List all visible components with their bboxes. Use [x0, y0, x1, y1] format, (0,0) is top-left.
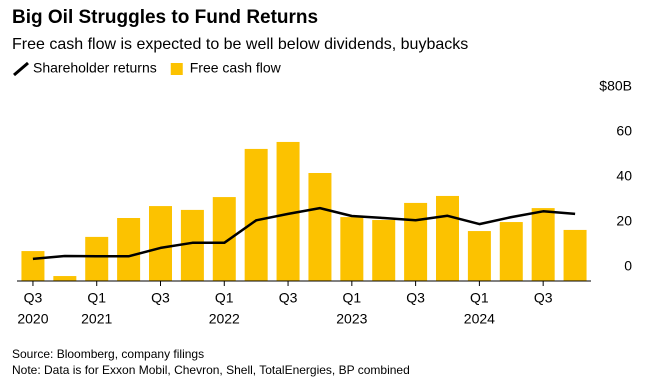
x-year-label: 2024 — [464, 311, 495, 327]
bar — [499, 222, 523, 281]
x-tick-label: Q3 — [279, 290, 298, 306]
x-tick-label: Q1 — [215, 290, 234, 306]
x-year-label: 2021 — [81, 311, 112, 327]
bar — [531, 208, 555, 281]
chart-title: Big Oil Struggles to Fund Returns — [12, 7, 318, 28]
chart-subtitle: Free cash flow is expected to be well be… — [12, 36, 468, 53]
bar — [117, 218, 141, 281]
x-tick-label: Q1 — [87, 290, 106, 306]
y-tick-label: 60 — [616, 123, 632, 139]
bar — [404, 202, 428, 281]
bar — [308, 173, 332, 281]
x-tick-label: Q3 — [534, 290, 553, 306]
y-tick-label: 20 — [616, 213, 632, 229]
bar — [276, 141, 300, 281]
bar — [467, 231, 491, 281]
line — [32, 206, 576, 261]
bar — [85, 236, 109, 281]
x-tick-label: Q3 — [151, 290, 170, 306]
note: Note: Data is for Exxon Mobil, Chevron, … — [12, 363, 410, 377]
x-tick-label: Q1 — [470, 290, 489, 306]
bar — [21, 251, 45, 281]
legend-swatch — [170, 63, 183, 75]
legend-label: Free cash flow — [190, 60, 282, 76]
legend-label: Shareholder returns — [33, 60, 157, 76]
y-tick-label: 0 — [624, 258, 632, 274]
x-tick-label: Q3 — [406, 290, 425, 306]
y-tick-label: $80B — [599, 78, 632, 94]
bar — [436, 195, 459, 281]
bar — [180, 209, 204, 281]
x-tick-label: Q1 — [342, 290, 361, 306]
bar — [212, 197, 236, 281]
x-year-label: 2020 — [17, 311, 48, 327]
source: Source: Bloomberg, company filings — [12, 347, 204, 361]
x-tick-label: Q3 — [24, 290, 43, 306]
y-tick-label: 40 — [616, 168, 632, 184]
bar — [244, 148, 268, 281]
x-year-label: 2023 — [336, 311, 367, 327]
x-year-label: 2022 — [209, 311, 240, 327]
bar — [372, 220, 396, 281]
bar — [340, 217, 364, 281]
bar — [563, 229, 587, 281]
bar — [149, 206, 172, 281]
legend-line — [13, 61, 29, 77]
bar — [53, 276, 77, 281]
